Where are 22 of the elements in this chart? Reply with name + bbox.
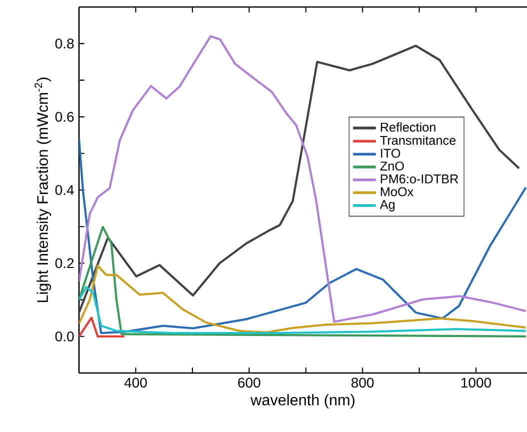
- legend-label: MoOx: [380, 187, 414, 196]
- legend-label: PM6:o-IDTBR: [380, 174, 458, 184]
- x-axis-title: wavelenth (nm): [250, 394, 354, 408]
- y-tick-label: 0.4: [55, 185, 74, 195]
- y-tick-label: 0.8: [55, 38, 74, 49]
- x-tick-label: 600: [238, 378, 260, 388]
- legend-label: ITO: [381, 148, 400, 158]
- line-series: [79, 264, 527, 334]
- y-tick-label: 0.2: [55, 258, 74, 268]
- x-tick-label: 400: [124, 378, 147, 388]
- legend-label: Ag: [380, 200, 395, 212]
- line-series: [79, 226, 527, 338]
- legend-label: Reflection: [380, 122, 436, 132]
- legend-label: ZnO: [380, 162, 404, 171]
- legend-label: Transmitance: [380, 136, 456, 145]
- y-axis-title: Light Intensity Fraction (mWcm$^{-2}$): [34, 78, 52, 302]
- x-tick-label: 800: [351, 378, 374, 388]
- y-tick-label: 0.0: [55, 331, 74, 342]
- line-series: [79, 138, 527, 334]
- x-tick-label: 1000: [461, 378, 491, 388]
- line-series: [79, 286, 527, 334]
- y-tick-label: 0.6: [55, 112, 74, 122]
